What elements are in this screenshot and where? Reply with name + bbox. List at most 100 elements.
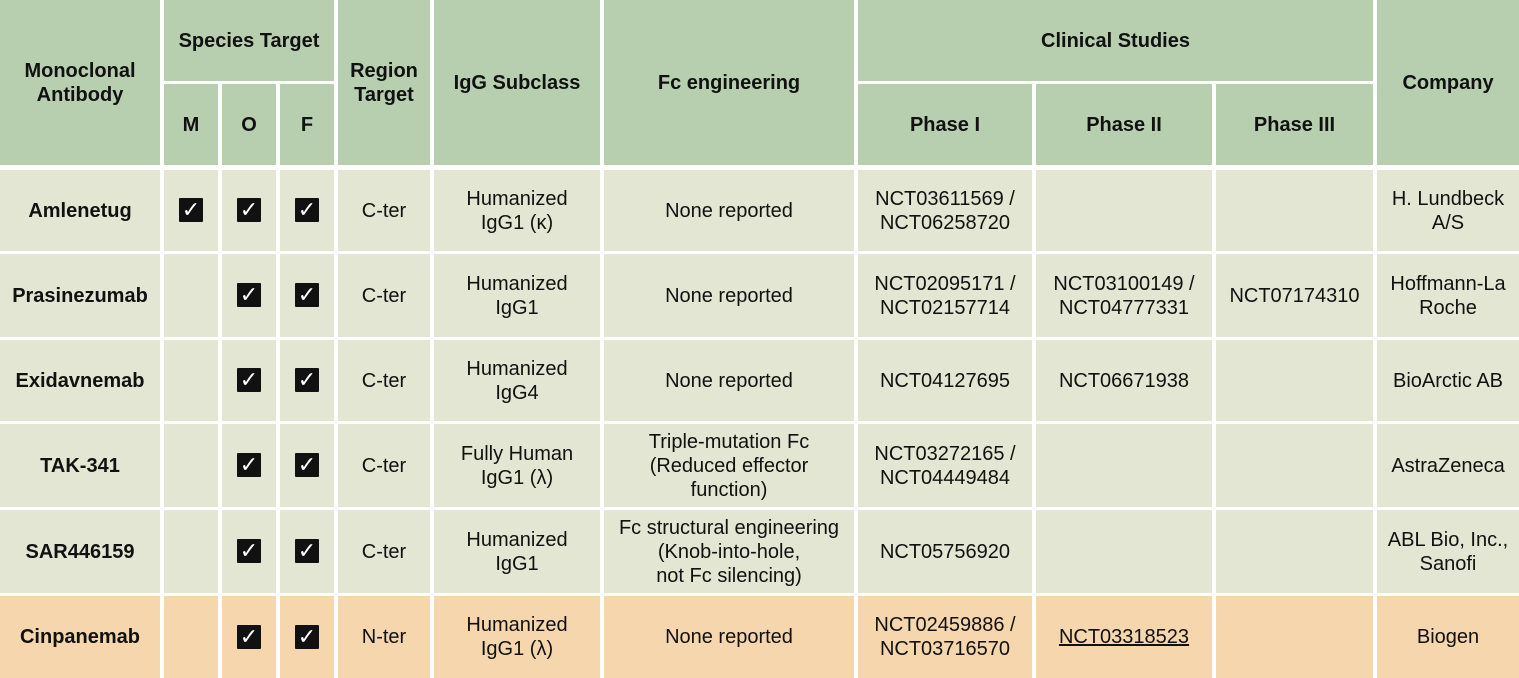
cell-text: N-ter (361, 626, 407, 648)
species-f-cell: ✓ (280, 170, 338, 254)
cell-text: H. Lundbeck A/S (1391, 187, 1505, 234)
cell-text: C-ter (361, 284, 407, 307)
table-row: Exidavnemab ✓ ✓ C-ter Humanized IgG4 None rep… (0, 340, 1519, 424)
cell-text: ABL Bio, Inc., Sanofi (1387, 528, 1509, 575)
species-m-cell (164, 254, 222, 340)
header-row-2: M O F Phase I Phase II Phase III (0, 84, 1519, 170)
cell-text: Humanized IgG4 (466, 357, 568, 404)
cell-text: NCT02095171 / NCT02157714 (874, 272, 1016, 319)
cell-text: C-ter (361, 454, 407, 477)
antibody-name: Amlenetug (0, 170, 164, 254)
checkbox-checked-icon: ✓ (295, 539, 319, 563)
cell-text: BioArctic AB (1392, 369, 1504, 392)
species-o-cell: ✓ (222, 340, 280, 424)
phase2-cell: NCT06671938 (1036, 340, 1216, 424)
region-cell: N-ter (338, 596, 434, 678)
checkbox-checked-icon: ✓ (237, 453, 261, 477)
region-cell: C-ter (338, 510, 434, 596)
species-f-cell: ✓ (280, 424, 338, 510)
species-f-cell: ✓ (280, 596, 338, 678)
phase3-cell (1216, 340, 1378, 424)
phase3-cell: NCT07174310 (1216, 254, 1378, 340)
cell-text: C-ter (361, 199, 407, 222)
header-region-target: Region Target (338, 0, 434, 170)
company-cell: Hoffmann-La Roche (1377, 254, 1519, 340)
species-m-cell (164, 424, 222, 510)
phase2-cell: NCT03100149 / NCT04777331 (1036, 254, 1216, 340)
region-cell: C-ter (338, 424, 434, 510)
header-fc-engineering: Fc engineering (604, 0, 858, 170)
phase1-cell: NCT05756920 (858, 510, 1036, 596)
antibody-name: TAK-341 (0, 424, 164, 510)
header-igg-subclass: IgG Subclass (434, 0, 604, 170)
cell-text: Fully Human IgG1 (λ) (460, 442, 574, 489)
igg-cell: Fully Human IgG1 (λ) (434, 424, 604, 510)
phase1-cell: NCT03272165 / NCT04449484 (858, 424, 1036, 510)
cell-text: Biogen (1416, 626, 1480, 648)
cell-text: Hoffmann-La Roche (1390, 272, 1506, 319)
header-phase-1: Phase I (858, 84, 1036, 170)
cell-text: C-ter (361, 369, 407, 392)
checkbox-checked-icon: ✓ (295, 624, 319, 649)
checkbox-checked-icon: ✓ (237, 624, 261, 649)
phase3-cell (1216, 170, 1378, 254)
phase3-cell (1216, 596, 1378, 678)
antibody-name: Exidavnemab (0, 340, 164, 424)
species-f-cell: ✓ (280, 340, 338, 424)
species-m-cell: ✓ (164, 170, 222, 254)
phase3-cell (1216, 424, 1378, 510)
checkbox-checked-icon: ✓ (237, 368, 261, 392)
cell-text: NCT03272165 / NCT04449484 (874, 442, 1016, 489)
cell-text: TAK-341 (40, 454, 120, 477)
cell-text: Humanized IgG1 (466, 528, 568, 575)
company-cell: AstraZeneca (1377, 424, 1519, 510)
company-cell: BioArctic AB (1377, 340, 1519, 424)
cell-text: Amlenetug (28, 199, 132, 222)
cell-text: Cinpanemab (19, 626, 141, 648)
cell-text: None reported (665, 626, 793, 648)
table-row: SAR446159 ✓ ✓ C-ter Humanized IgG1 Fc structu… (0, 510, 1519, 596)
cell-text: NCT02459886 / NCT03716570 (874, 614, 1016, 660)
igg-cell: Humanized IgG1 (434, 510, 604, 596)
region-cell: C-ter (338, 340, 434, 424)
trial-link[interactable]: NCT03318523 (1058, 626, 1190, 648)
checkbox-checked-icon: ✓ (237, 283, 261, 307)
antibody-name: Prasinezumab (0, 254, 164, 340)
cell-text: Prasinezumab (12, 284, 148, 307)
igg-cell: Humanized IgG1 (434, 254, 604, 340)
phase2-cell (1036, 170, 1216, 254)
header-species-f: F (280, 84, 338, 170)
cell-text: Fc structural engineering (Knob-into-hol… (618, 516, 840, 587)
species-m-cell (164, 340, 222, 424)
header-row-1: Monoclonal Antibody Species Target Regio… (0, 0, 1519, 170)
region-cell: C-ter (338, 254, 434, 340)
cell-text: Humanized IgG1 (466, 272, 568, 319)
phase2-cell (1036, 510, 1216, 596)
cell-text: None reported (665, 284, 793, 307)
species-m-cell (164, 510, 222, 596)
checkbox-checked-icon: ✓ (179, 198, 203, 222)
species-o-cell: ✓ (222, 596, 280, 678)
table-row: Amlenetug ✓ ✓ ✓ C-ter Humanized IgG1 (κ) None … (0, 170, 1519, 254)
cell-text: C-ter (361, 540, 407, 563)
fc-cell: Fc structural engineering (Knob-into-hol… (604, 510, 858, 596)
header-species-target: Species Target (164, 0, 338, 84)
header-phase-3: Phase III (1216, 84, 1378, 170)
cell-text: Triple-mutation Fc (Reduced effector fun… (648, 430, 810, 501)
cell-text: None reported (665, 369, 793, 392)
cell-text: NCT04127695 (879, 369, 1011, 392)
cell-text: NCT03100149 / NCT04777331 (1053, 272, 1195, 319)
cell-text: NCT03611569 / NCT06258720 (875, 187, 1015, 234)
species-o-cell: ✓ (222, 254, 280, 340)
fc-cell: None reported (604, 170, 858, 254)
cell-text: Humanized IgG1 (κ) (466, 187, 568, 234)
header-species-o: O (222, 84, 280, 170)
species-m-cell (164, 596, 222, 678)
header-species-m: M (164, 84, 222, 170)
antibody-name: Cinpanemab (0, 596, 164, 678)
checkbox-checked-icon: ✓ (237, 198, 261, 222)
species-o-cell: ✓ (222, 424, 280, 510)
igg-cell: Humanized IgG1 (λ) (434, 596, 604, 678)
fc-cell: None reported (604, 340, 858, 424)
